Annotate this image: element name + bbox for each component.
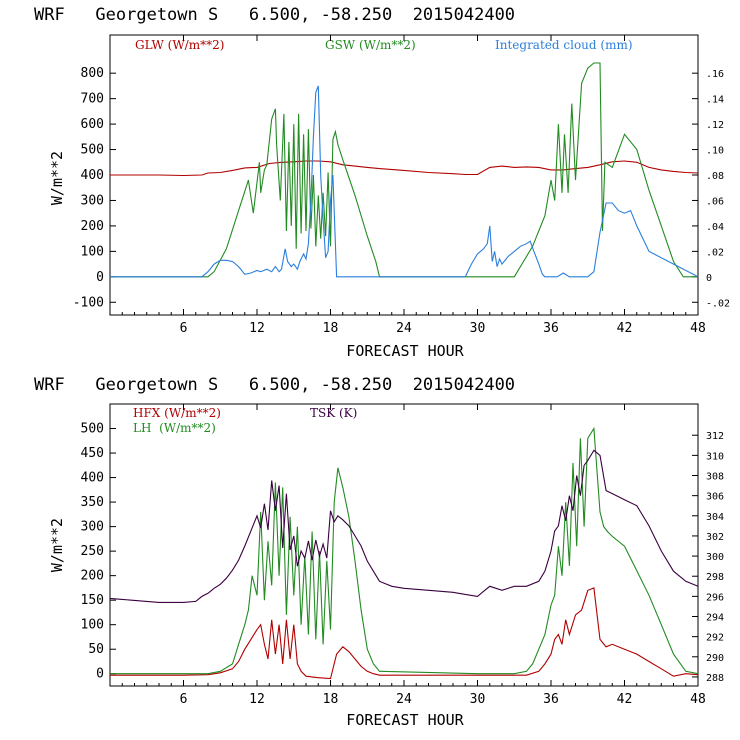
legend-lh: LH (W/m**2) bbox=[133, 421, 216, 435]
x-tick-label: 6 bbox=[180, 692, 188, 707]
y2-tick-label: 292 bbox=[706, 633, 724, 644]
y-tick-label: 150 bbox=[81, 593, 104, 608]
top-plot-area: 6 12 18 24 30 36 42 48 -100 0 100 200 300 400 500 600 70… bbox=[73, 34, 730, 336]
y2-tick-label: .08 bbox=[706, 171, 724, 182]
x-tick-label: 36 bbox=[543, 321, 559, 336]
y-tick-label: 400 bbox=[81, 168, 104, 183]
y-tick-label: 200 bbox=[81, 219, 104, 234]
legend-gsw: GSW (W/m**2) bbox=[325, 38, 416, 52]
x-tick-label: 48 bbox=[690, 692, 706, 707]
series-line-integrated bbox=[110, 85, 699, 278]
x-tick-label: 30 bbox=[470, 321, 486, 336]
y2-tick-label: .06 bbox=[706, 196, 724, 207]
x-tick-label: 24 bbox=[396, 692, 412, 707]
y-tick-label: 600 bbox=[81, 117, 104, 132]
x-tick-label: 42 bbox=[617, 321, 633, 336]
y2-tick-label: 306 bbox=[706, 492, 724, 503]
y2-tick-label: .10 bbox=[706, 146, 724, 157]
y-tick-label: 450 bbox=[81, 446, 104, 461]
y2-tick-label: 298 bbox=[706, 572, 724, 583]
y2-tick-label: 308 bbox=[706, 472, 724, 483]
legend-glw: GLW (W/m**2) bbox=[135, 38, 224, 52]
bottom-ylabel: W/m**2 bbox=[48, 518, 66, 572]
top-xlabel: FORECAST HOUR bbox=[346, 342, 464, 360]
top-ylabel: W/m**2 bbox=[48, 151, 66, 205]
y-tick-label: 100 bbox=[81, 618, 104, 633]
y-tick-label: 800 bbox=[81, 66, 104, 81]
y-tick-label: 300 bbox=[81, 520, 104, 535]
x-tick-label: 18 bbox=[323, 692, 339, 707]
bottom-title: WRF Georgetown S 6.500, -58.250 20150424… bbox=[34, 375, 515, 395]
y2-tick-label: .14 bbox=[706, 95, 724, 106]
series-line-gsw bbox=[110, 62, 698, 278]
x-tick-label: 12 bbox=[249, 321, 265, 336]
x-tick-label: 12 bbox=[249, 692, 265, 707]
y-tick-label: 400 bbox=[81, 471, 104, 486]
legend-tsk: TSK (K) bbox=[310, 406, 357, 420]
x-tick-label: 30 bbox=[470, 692, 486, 707]
y2-tick-label: .04 bbox=[706, 222, 724, 233]
y2-tick-label: .12 bbox=[706, 120, 724, 131]
y2-tick-label: 290 bbox=[706, 653, 724, 664]
series-line-tsk bbox=[109, 449, 699, 603]
y-tick-label: 100 bbox=[81, 244, 104, 259]
y-tick-label: 300 bbox=[81, 193, 104, 208]
y-tick-label: 50 bbox=[88, 642, 104, 657]
plot-frame-bottom bbox=[109, 403, 699, 687]
top-title: WRF Georgetown S 6.500, -58.250 20150424… bbox=[34, 5, 515, 25]
x-tick-label: 6 bbox=[180, 321, 188, 336]
series-line-hfx bbox=[110, 587, 699, 680]
y-tick-label: 0 bbox=[96, 667, 104, 682]
y2-tick-label: 304 bbox=[706, 512, 724, 523]
x-tick-label: 48 bbox=[690, 321, 706, 336]
y-tick-label: 200 bbox=[81, 569, 104, 584]
series-line-glw bbox=[110, 160, 699, 177]
x-tick-label: 18 bbox=[323, 321, 339, 336]
series-line-lh bbox=[110, 426, 699, 675]
y2-tick-label: -.02 bbox=[706, 298, 730, 309]
y-tick-label: 700 bbox=[81, 92, 104, 107]
x-tick-label: 24 bbox=[396, 321, 412, 336]
top-panel: WRF Georgetown S 6.500, -58.250 20150424… bbox=[34, 5, 730, 360]
y2-tick-label: 300 bbox=[706, 552, 724, 563]
y2-tick-label: 310 bbox=[706, 451, 724, 462]
y2-tick-label: .02 bbox=[706, 247, 724, 258]
legend-cloud: Integrated cloud (mm) bbox=[495, 38, 633, 52]
y2-tick-label: 294 bbox=[706, 613, 724, 624]
x-tick-label: 36 bbox=[543, 692, 559, 707]
y2-tick-label: .16 bbox=[706, 69, 724, 80]
y2-tick-label: 312 bbox=[706, 431, 724, 442]
y2-tick-label: 296 bbox=[706, 592, 724, 603]
bottom-plot-area: 6 12 18 24 30 36 42 48 0 50 100 150 200 250 300 350 400 4… bbox=[81, 403, 724, 707]
bottom-xlabel: FORECAST HOUR bbox=[346, 711, 464, 729]
y2-tick-label: 302 bbox=[706, 532, 724, 543]
y-tick-label: 350 bbox=[81, 495, 104, 510]
y-tick-label: 500 bbox=[81, 143, 104, 158]
y-tick-label: -100 bbox=[73, 295, 104, 310]
x-tick-label: 42 bbox=[617, 692, 633, 707]
y2-tick-label: 288 bbox=[706, 673, 724, 684]
bottom-panel: WRF Georgetown S 6.500, -58.250 20150424… bbox=[34, 375, 724, 729]
y-tick-label: 250 bbox=[81, 544, 104, 559]
legend-hfx: HFX (W/m**2) bbox=[133, 406, 221, 420]
y-tick-label: 0 bbox=[96, 270, 104, 285]
y2-tick-label: 0 bbox=[706, 273, 712, 284]
y-tick-label: 500 bbox=[81, 422, 104, 437]
